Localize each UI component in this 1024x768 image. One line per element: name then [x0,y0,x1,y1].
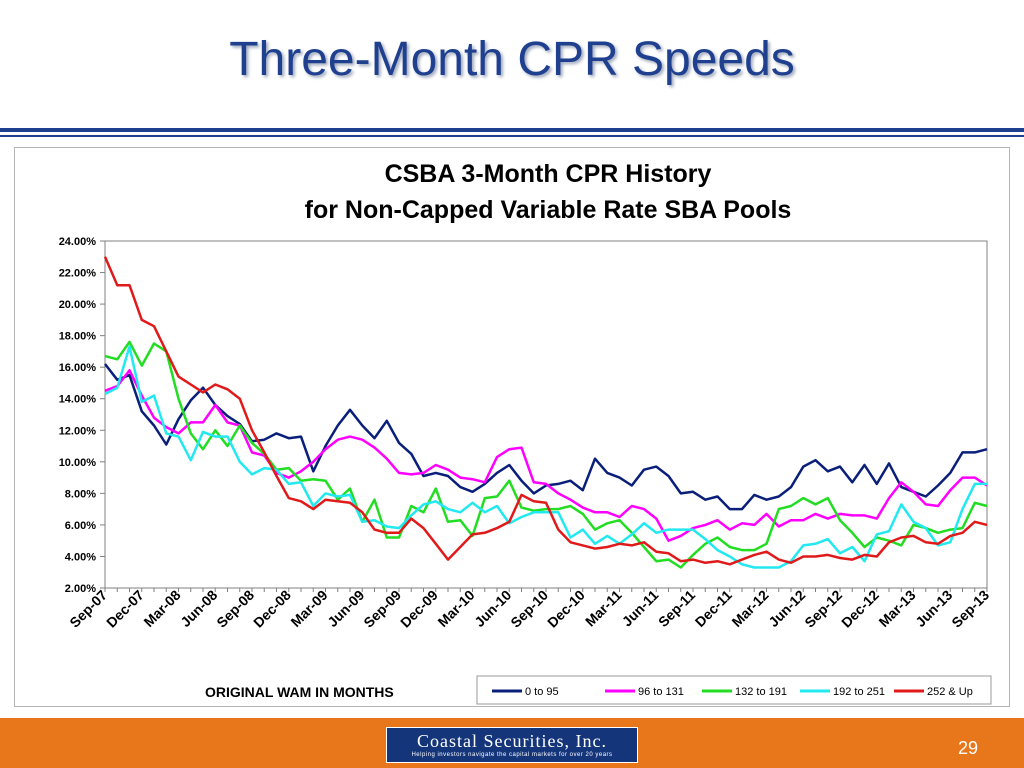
x-tick-label: Sep-11 [655,587,698,630]
x-tick-label: Mar-12 [728,587,771,630]
y-tick-label: 12.00% [59,425,97,437]
legend-label-0: 0 to 95 [525,686,559,698]
series-line-3 [104,345,987,569]
y-tick-label: 6.00% [65,520,96,532]
x-tick-label: Dec-10 [544,587,588,631]
title-rule-thin [0,135,1024,137]
x-tick-label: Dec-09 [397,587,441,631]
logo-tagline: Helping investors navigate the capital m… [411,752,613,758]
legend-label-2: 132 to 191 [735,686,787,698]
y-tick-label: 20.00% [59,299,97,311]
x-tick-label: Sep-13 [948,587,992,631]
x-tick-label: Sep-12 [801,587,845,631]
y-tick-label: 4.00% [65,551,96,563]
x-tick-label: Mar-09 [287,587,330,630]
cpr-history-chart: CSBA 3-Month CPR History for Non-Capped V… [59,160,992,705]
x-tick-label: Jun-12 [765,587,808,630]
chart-title-line: CSBA 3-Month CPR History [385,160,712,188]
series-line-2 [104,340,988,569]
y-tick-label: 16.00% [59,362,97,374]
page-number: 29 [957,738,978,758]
y-tick-label: 2.00% [65,583,96,595]
y-tick-label: 10.00% [59,457,97,469]
x-tick-label: Jun-08 [177,587,220,630]
x-tick-label: Dec-11 [692,587,735,630]
legend-title: ORIGINAL WAM IN MONTHS [205,684,394,700]
y-tick-label: 8.00% [65,488,96,500]
legend-label-4: 252 & Up [927,686,973,698]
x-tick-label: Dec-12 [838,587,882,631]
legend-label-1: 96 to 131 [638,686,684,698]
logo-name: Coastal Securities, Inc. [417,731,607,751]
series-line-0 [104,363,988,511]
y-tick-label: 22.00% [59,268,97,280]
y-tick-label: 18.00% [59,331,97,343]
legend-label-3: 192 to 251 [833,686,885,698]
x-tick-label: Mar-11 [582,587,625,630]
series-line-1 [104,369,988,542]
company-logo: Coastal Securities, Inc. Helping investo… [386,727,638,763]
x-tick-label: Sep-08 [213,587,257,631]
chart-title-line: for Non-Capped Variable Rate SBA Pools [305,196,792,224]
y-tick-label: 24.00% [59,236,97,248]
title-rule-thick [0,128,1024,132]
series-line-4 [103,256,988,566]
x-tick-label: Dec-07 [103,587,147,631]
x-tick-label: Mar-13 [875,587,918,630]
x-tick-label: Mar-08 [140,587,183,630]
x-tick-label: Sep-09 [360,587,404,631]
x-tick-label: Sep-10 [507,587,551,631]
chart-frame: CSBA 3-Month CPR History for Non-Capped V… [14,147,1010,707]
x-tick-label: Jun-09 [324,587,367,630]
y-tick-label: 14.00% [59,394,97,406]
x-tick-label: Jun-10 [471,587,514,630]
x-tick-label: Jun-13 [912,587,955,630]
x-tick-label: Jun-11 [619,587,662,630]
x-tick-label: Mar-10 [434,587,477,630]
slide-title: Three-Month CPR Speeds [229,33,795,86]
x-tick-label: Dec-08 [250,587,294,631]
